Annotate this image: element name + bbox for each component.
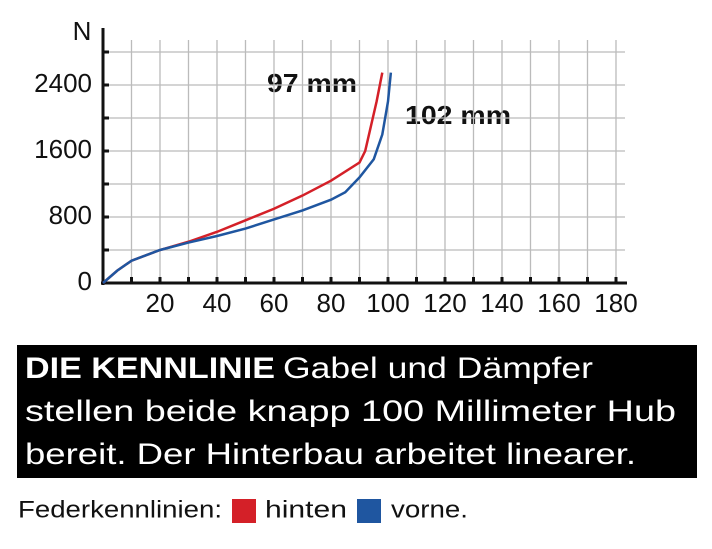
y-tick-label: 2400 [34, 68, 92, 98]
x-tick-label: 120 [423, 288, 466, 318]
data-line [102, 72, 393, 284]
x-tick-label: 140 [480, 288, 523, 318]
caption-line: stellen beide knapp 100 Millimeter Hub [25, 395, 676, 428]
y-axis-label: N [73, 16, 92, 46]
legend-label: vorne. [391, 496, 468, 523]
caption-box [17, 345, 697, 478]
annotation: 97 mm [267, 68, 357, 98]
caption-heading: DIE KENNLINIE [25, 352, 275, 385]
legend-title: Federkennlinien: [18, 496, 222, 523]
x-tick-label: 60 [260, 288, 289, 318]
x-tick-label: 20 [146, 288, 175, 318]
y-tick-label: 1600 [34, 134, 92, 164]
x-tick-label: 40 [203, 288, 232, 318]
legend-swatch [357, 499, 381, 523]
legend-label: hinten [265, 496, 347, 523]
caption-line: Gabel und Dämpfer [283, 352, 593, 385]
x-tick-label: 180 [594, 288, 637, 318]
legend-swatch [232, 499, 256, 523]
x-tick-label: 80 [317, 288, 346, 318]
x-tick-label: 100 [366, 288, 409, 318]
y-tick-label: 800 [49, 200, 92, 230]
x-tick-label: 160 [537, 288, 580, 318]
caption-line: bereit. Der Hinterbau arbeitet linearer. [25, 438, 636, 471]
y-tick-label: 0 [78, 266, 92, 296]
data-line [102, 72, 384, 284]
annotation: 102 mm [405, 100, 511, 130]
